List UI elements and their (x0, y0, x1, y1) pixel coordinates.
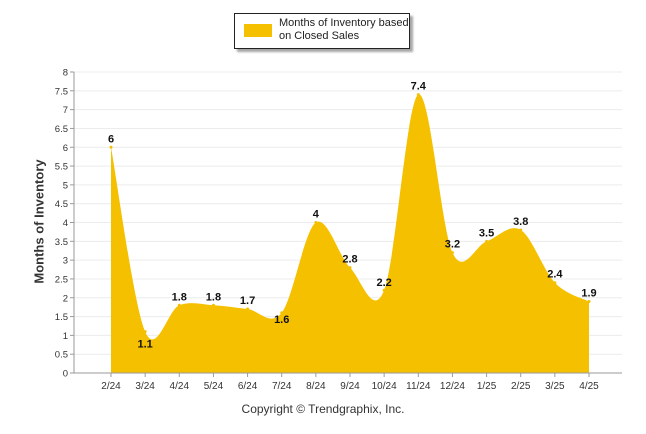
data-label: 2.4 (547, 269, 563, 281)
x-tick-label: 4/24 (170, 381, 190, 392)
data-point (246, 307, 250, 311)
y-tick-label: 2 (63, 293, 68, 304)
data-point (519, 228, 523, 232)
y-tick-label: 0 (63, 369, 68, 380)
data-point (416, 93, 420, 97)
data-label: 4 (313, 209, 320, 221)
data-label: 3.2 (445, 239, 460, 251)
y-tick-label: 7.5 (55, 86, 68, 97)
x-tick-label: 4/25 (579, 381, 599, 392)
data-point (109, 145, 113, 149)
data-label: 1.8 (206, 291, 221, 303)
y-tick-label: 0.5 (55, 350, 68, 361)
data-label: 2.8 (342, 254, 357, 266)
x-tick-label: 9/24 (340, 381, 360, 392)
x-tick-label: 3/24 (135, 381, 155, 392)
y-tick-label: 5 (63, 180, 68, 191)
x-tick-label: 6/24 (238, 381, 258, 392)
x-tick-label: 10/24 (372, 381, 397, 392)
y-tick-label: 8 (63, 68, 68, 79)
y-tick-label: 6.5 (55, 124, 68, 135)
data-label: 1.1 (137, 339, 152, 351)
data-label: 1.8 (172, 291, 187, 303)
data-point (143, 330, 147, 334)
y-tick-label: 3.5 (55, 237, 68, 248)
data-label: 3.5 (479, 227, 494, 239)
data-point (450, 251, 454, 255)
data-point (587, 300, 591, 304)
x-tick-label: 11/24 (406, 381, 431, 392)
x-tick-label: 7/24 (272, 381, 292, 392)
data-point (177, 303, 181, 307)
y-tick-label: 5.5 (55, 162, 68, 173)
axes: 0 0.5 1 1.5 2 2.5 3 3.5 4 4.5 5 5.5 6 6.5 7 7.5 8 2/24 3/2… (55, 68, 622, 392)
data-label: 2.2 (376, 277, 391, 289)
y-tick-label: 4 (63, 218, 68, 229)
series-area (109, 93, 591, 373)
legend-label: Months of Inventory based on Closed Sale… (279, 17, 409, 42)
x-tick-label: 12/24 (440, 381, 465, 392)
y-tick-label: 2.5 (55, 274, 68, 285)
series-area-fill (111, 94, 589, 373)
x-tick-label: 5/24 (204, 381, 224, 392)
x-tick-label: 2/25 (511, 381, 531, 392)
legend: Months of Inventory based on Closed Sale… (234, 13, 410, 49)
data-point (553, 281, 557, 285)
data-label: 1.9 (581, 288, 596, 300)
data-label: 1.6 (274, 314, 289, 326)
y-tick-label: 1 (63, 331, 68, 342)
data-point (382, 288, 386, 292)
x-tick-label: 2/24 (101, 381, 121, 392)
y-tick-label: 3 (63, 256, 68, 267)
data-point (348, 266, 352, 270)
copyright-footer: Copyright © Trendgraphix, Inc. (241, 402, 405, 416)
y-axis-title: Months of Inventory (31, 159, 47, 284)
data-label: 3.8 (513, 216, 528, 228)
x-tick-label: 8/24 (306, 381, 326, 392)
y-tick-label: 1.5 (55, 312, 68, 323)
data-labels: 6 1.1 1.8 1.8 1.7 1.6 4 2.8 2.2 7.4 3.2 3.5 3.8 2.4 1.… (108, 81, 597, 351)
legend-swatch-icon (244, 24, 272, 37)
data-label: 6 (108, 133, 114, 145)
y-tick-label: 4.5 (55, 199, 68, 210)
y-tick-label: 7 (63, 105, 68, 116)
y-tick-label: 6 (63, 143, 68, 154)
data-label: 7.4 (411, 81, 427, 93)
data-point (314, 221, 318, 224)
data-point (280, 311, 284, 315)
data-point (485, 239, 489, 243)
x-tick-label: 1/25 (477, 381, 497, 392)
x-tick-label: 3/25 (545, 381, 565, 392)
data-point (211, 303, 215, 307)
data-label: 1.7 (240, 295, 255, 307)
